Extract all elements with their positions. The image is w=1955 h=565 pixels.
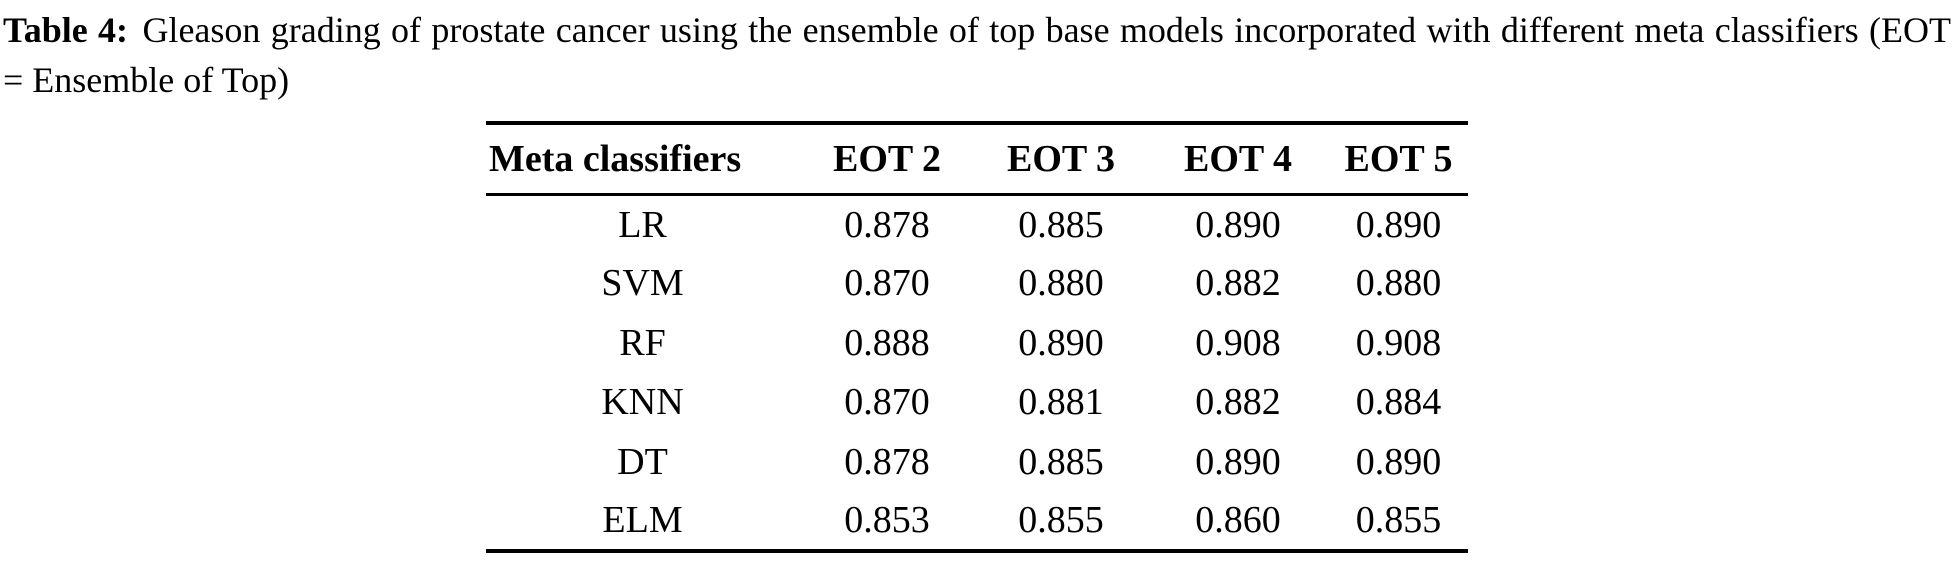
table-caption: Table 4: Gleason grading of prostate canc… <box>3 5 1951 105</box>
table-row: DT 0.878 0.885 0.890 0.890 <box>486 432 1468 492</box>
value-cell: 0.888 <box>844 321 930 364</box>
value-cell: 0.878 <box>844 203 930 246</box>
col-header-meta-classifiers: Meta classifiers <box>489 137 742 180</box>
value-cell: 0.890 <box>1355 203 1442 246</box>
value-cell: 0.908 <box>1195 321 1281 364</box>
value-cell: 0.884 <box>1355 381 1442 424</box>
row-label: KNN <box>601 381 684 424</box>
value-cell: 0.853 <box>844 499 930 542</box>
row-label: LR <box>618 203 667 246</box>
header-row: Meta classifiers EOT 2 EOT 3 EOT 4 EOT 5 <box>486 123 1468 194</box>
col-header-eot-3: EOT 3 <box>1006 137 1116 180</box>
value-cell: 0.890 <box>1195 203 1281 246</box>
results-table: Meta classifiers EOT 2 EOT 3 EOT 4 EOT 5… <box>486 121 1468 553</box>
col-header-eot-4: EOT 4 <box>1183 137 1293 180</box>
caption-text: Gleason grading of prostate cancer using… <box>3 10 1951 100</box>
row-label: RF <box>619 321 666 364</box>
value-cell: 0.882 <box>1195 262 1281 305</box>
table-row: ELM 0.853 0.855 0.860 0.855 <box>486 492 1468 552</box>
value-cell: 0.890 <box>1355 440 1442 483</box>
value-cell: 0.890 <box>1018 321 1104 364</box>
table-row: RF 0.888 0.890 0.908 0.908 <box>486 313 1468 373</box>
table-body: LR 0.878 0.885 0.890 0.890 SVM 0.870 0.880 0.882… <box>486 194 1468 551</box>
table-row: SVM 0.870 0.880 0.882 0.880 <box>486 254 1468 314</box>
value-cell: 0.855 <box>1355 499 1442 542</box>
value-cell: 0.881 <box>1018 381 1104 424</box>
value-cell: 0.885 <box>1018 440 1104 483</box>
value-cell: 0.878 <box>844 440 930 483</box>
row-label: SVM <box>601 262 684 305</box>
table-header: Meta classifiers EOT 2 EOT 3 EOT 4 EOT 5 <box>486 123 1468 194</box>
value-cell: 0.860 <box>1195 499 1281 542</box>
table-row: KNN 0.870 0.881 0.882 0.884 <box>486 373 1468 433</box>
value-cell: 0.908 <box>1355 321 1442 364</box>
value-cell: 0.880 <box>1355 262 1442 305</box>
value-cell: 0.870 <box>844 381 930 424</box>
row-label: DT <box>617 440 668 483</box>
value-cell: 0.870 <box>844 262 930 305</box>
value-cell: 0.855 <box>1018 499 1104 542</box>
value-cell: 0.890 <box>1195 440 1281 483</box>
caption-label: Table 4: <box>3 10 129 50</box>
value-cell: 0.880 <box>1018 262 1104 305</box>
row-label: ELM <box>602 499 683 542</box>
value-cell: 0.882 <box>1195 381 1281 424</box>
table-row: LR 0.878 0.885 0.890 0.890 <box>486 194 1468 254</box>
col-header-eot-5: EOT 5 <box>1344 137 1453 180</box>
col-header-eot-2: EOT 2 <box>832 137 942 180</box>
value-cell: 0.885 <box>1018 203 1104 246</box>
